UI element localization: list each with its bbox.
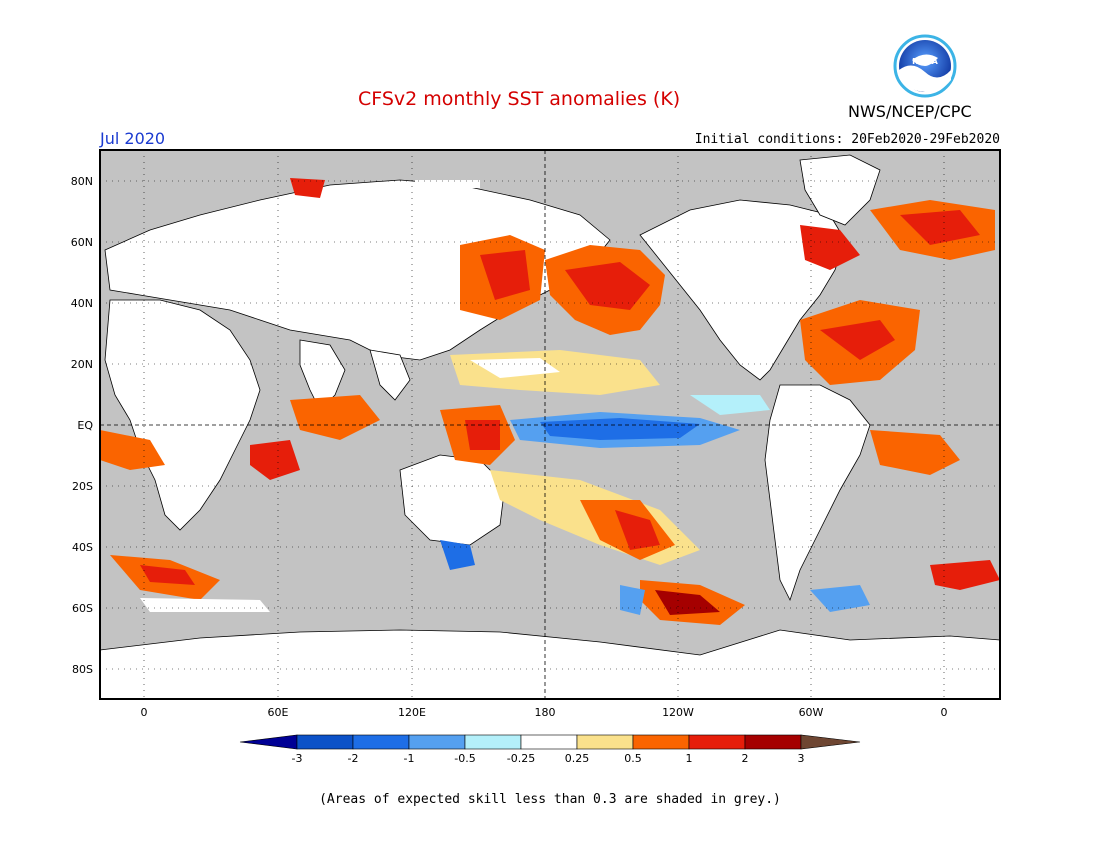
lat-label: 80S [72,663,93,676]
north-america [639,199,846,381]
map-content [100,150,1000,699]
colorbar-arrow-high [800,734,861,750]
africa [104,299,261,531]
lat-label: 40S [72,541,93,554]
continents [100,154,1000,699]
initial-conditions-label: Initial conditions: 20Feb2020-29Feb2020 [694,132,1000,147]
lat-label: 80N [71,175,93,188]
latitude-labels: 80N 60N 40N 20N EQ 20S 40S 60S 80S [71,175,94,676]
colorbar-tick-label: -0.25 [507,752,535,765]
map-title: CFSv2 monthly SST anomalies (K) [358,88,681,110]
target-month-label: Jul 2020 [100,129,166,148]
graticule [100,150,1000,699]
lat-label: 20N [71,358,93,371]
lat-label: 60N [71,236,93,249]
colorbar-tick-label: -3 [292,752,303,765]
greenland [799,154,881,226]
colorbar-segment [688,734,746,750]
lon-label: 60W [799,706,824,719]
colorbar-tick-label: -1 [404,752,415,765]
colorbar-tick-label: 0.25 [565,752,590,765]
lat-label: 20S [72,480,93,493]
colorbar-tick-label: 2 [742,752,749,765]
colorbar-segment [520,734,578,750]
indochina [369,349,411,401]
colorbar-segment [576,734,634,750]
colorbar-tick-label: 0.5 [624,752,642,765]
equator-dateline [100,150,1000,699]
noaa-logo: NOAA [893,34,957,98]
longitude-labels: 0 60E 120E 180 120W 60W 0 [141,706,948,719]
lon-label: 120W [662,706,694,719]
south-america [764,384,871,602]
lat-label: EQ [77,419,93,432]
map-frame [99,149,1001,700]
colorbar-tick-label: -2 [348,752,359,765]
colorbar-segment [744,734,802,750]
colorbar-tick-label: -0.5 [454,752,475,765]
lon-label: 0 [941,706,948,719]
lon-label: 60E [268,706,289,719]
colorbar-tick-label: 3 [798,752,805,765]
lon-label: 120E [398,706,426,719]
lat-label: 40N [71,297,93,310]
colorbar-segment [632,734,690,750]
skill-footnote: (Areas of expected skill less than 0.3 a… [319,792,781,807]
organization-label: NWS/NCEP/CPC [848,102,972,121]
colorbar: -3 -2 -1 -0.5 -0.25 0.25 0.5 1 2 3 [239,734,861,765]
colorbar-segment [408,734,466,750]
colorbar-arrow-low [239,734,298,750]
colorbar-segment [296,734,354,750]
lat-label: 60S [72,602,93,615]
lon-label: 180 [535,706,556,719]
colorbar-segment [352,734,410,750]
sst-anomaly-patches [100,178,1000,625]
colorbar-segment [464,734,522,750]
australia [399,454,506,546]
noaa-logo-text: NOAA [912,57,938,66]
antarctica [100,629,1000,699]
colorbar-tick-label: 1 [686,752,693,765]
lon-label: 0 [141,706,148,719]
